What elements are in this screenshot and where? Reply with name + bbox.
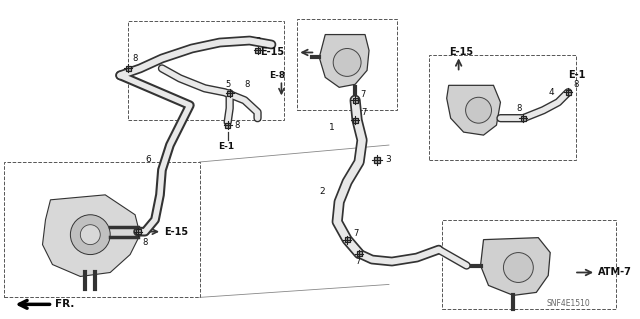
Bar	[521, 116, 526, 121]
Bar	[356, 251, 362, 256]
Text: E-1: E-1	[568, 70, 586, 80]
Text: E-15: E-15	[164, 227, 188, 237]
Text: E-1: E-1	[218, 142, 234, 151]
Text: 6: 6	[145, 155, 151, 165]
Text: 8: 8	[132, 54, 138, 63]
Text: E-15: E-15	[449, 48, 473, 57]
Bar	[4, 162, 200, 297]
Text: 7: 7	[360, 90, 365, 99]
Circle shape	[504, 253, 533, 282]
Bar	[429, 56, 576, 160]
Polygon shape	[481, 238, 550, 295]
Bar	[374, 157, 380, 163]
Text: 8: 8	[142, 238, 147, 247]
Text: E-15: E-15	[260, 48, 284, 57]
Text: FR.: FR.	[56, 299, 75, 309]
Text: 7: 7	[355, 257, 360, 266]
Text: 1: 1	[329, 122, 335, 132]
Circle shape	[70, 215, 110, 255]
Text: 8: 8	[255, 37, 261, 46]
Text: 5: 5	[226, 80, 231, 89]
Bar	[227, 91, 232, 96]
Circle shape	[333, 48, 361, 76]
Bar	[255, 48, 260, 53]
Bar	[345, 237, 349, 242]
Text: 7: 7	[361, 108, 367, 117]
Text: 3: 3	[385, 155, 390, 165]
Text: 4: 4	[548, 88, 554, 97]
Text: SNF4E1510: SNF4E1510	[547, 299, 590, 308]
Text: 8: 8	[244, 80, 250, 89]
Text: 2: 2	[319, 187, 325, 197]
Text: 7: 7	[353, 229, 358, 238]
Circle shape	[81, 225, 100, 245]
Text: ATM-7: ATM-7	[598, 268, 632, 278]
Bar	[225, 123, 230, 128]
Text: 8: 8	[235, 121, 240, 130]
Bar	[136, 229, 141, 234]
Polygon shape	[447, 85, 500, 135]
Text: 8: 8	[573, 80, 579, 89]
Text: E-8: E-8	[269, 71, 285, 80]
Bar	[566, 90, 571, 95]
Bar	[353, 118, 358, 123]
Bar	[298, 19, 397, 110]
Polygon shape	[42, 195, 140, 277]
Polygon shape	[319, 34, 369, 87]
Bar	[125, 66, 131, 71]
Bar	[128, 21, 284, 120]
Circle shape	[466, 97, 492, 123]
Bar	[353, 98, 358, 103]
Text: 8: 8	[516, 104, 522, 113]
Bar	[442, 220, 616, 309]
